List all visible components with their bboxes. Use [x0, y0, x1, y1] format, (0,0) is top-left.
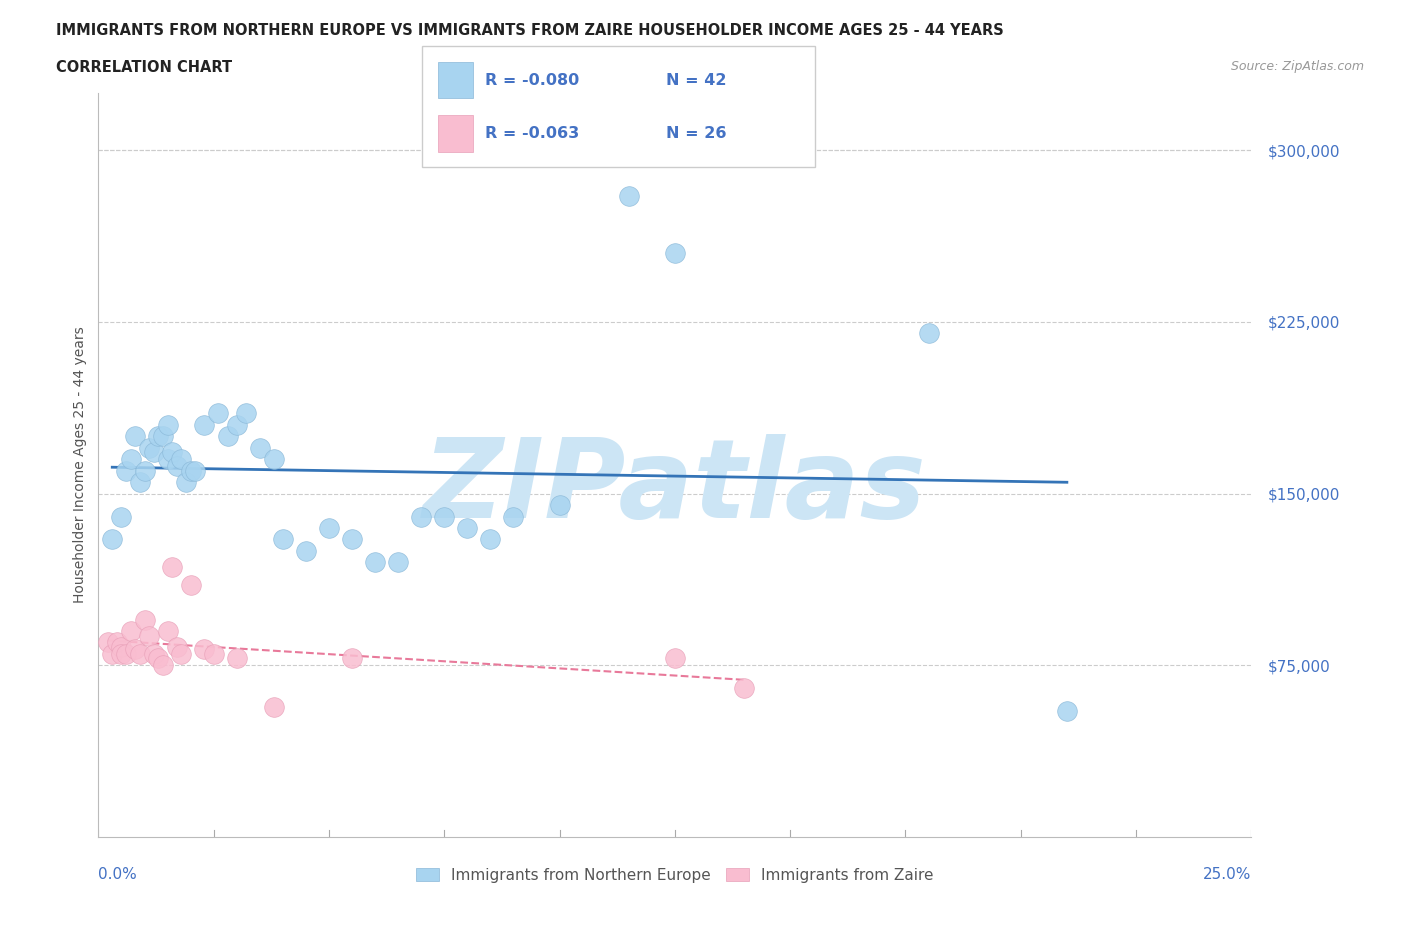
- Point: [110, 640, 132, 655]
- Legend: Immigrants from Northern Europe, Immigrants from Zaire: Immigrants from Northern Europe, Immigra…: [411, 861, 939, 889]
- Point: [479, 532, 502, 547]
- Point: [340, 651, 363, 666]
- Text: R = -0.080: R = -0.080: [485, 73, 579, 87]
- Point: [193, 642, 215, 657]
- Point: [148, 651, 170, 666]
- Point: [263, 699, 285, 714]
- Text: R = -0.063: R = -0.063: [485, 126, 579, 141]
- Point: [124, 642, 146, 657]
- Point: [664, 246, 686, 260]
- Point: [217, 429, 239, 444]
- Point: [101, 646, 124, 661]
- Point: [617, 189, 640, 204]
- Point: [1056, 704, 1078, 719]
- Point: [364, 555, 387, 570]
- Point: [152, 429, 174, 444]
- Point: [733, 681, 755, 696]
- Point: [115, 463, 138, 478]
- Point: [180, 578, 202, 592]
- Point: [156, 452, 179, 467]
- Text: 0.0%: 0.0%: [98, 867, 138, 882]
- Point: [120, 452, 142, 467]
- Point: [433, 509, 456, 524]
- Point: [156, 623, 179, 638]
- Text: CORRELATION CHART: CORRELATION CHART: [56, 60, 232, 75]
- Point: [115, 646, 138, 661]
- Point: [166, 640, 188, 655]
- Point: [142, 646, 165, 661]
- Point: [235, 406, 257, 421]
- Text: N = 42: N = 42: [666, 73, 727, 87]
- Point: [664, 651, 686, 666]
- Point: [387, 555, 409, 570]
- Point: [271, 532, 294, 547]
- Text: N = 26: N = 26: [666, 126, 727, 141]
- Point: [295, 543, 318, 558]
- Point: [156, 418, 179, 432]
- Point: [160, 560, 183, 575]
- FancyBboxPatch shape: [422, 46, 815, 167]
- Point: [170, 646, 193, 661]
- Point: [138, 441, 160, 456]
- Point: [110, 509, 132, 524]
- Point: [184, 463, 207, 478]
- FancyBboxPatch shape: [437, 62, 472, 99]
- FancyBboxPatch shape: [437, 115, 472, 152]
- Point: [105, 635, 128, 650]
- Point: [202, 646, 225, 661]
- Point: [318, 521, 340, 536]
- Point: [502, 509, 524, 524]
- Point: [263, 452, 285, 467]
- Point: [207, 406, 229, 421]
- Text: ZIPatlas: ZIPatlas: [423, 433, 927, 541]
- Point: [142, 445, 165, 459]
- Point: [148, 429, 170, 444]
- Point: [101, 532, 124, 547]
- Point: [193, 418, 215, 432]
- Point: [411, 509, 433, 524]
- Point: [124, 429, 146, 444]
- Point: [110, 646, 132, 661]
- Point: [97, 635, 120, 650]
- Point: [152, 658, 174, 672]
- Point: [249, 441, 271, 456]
- Point: [340, 532, 363, 547]
- Point: [548, 498, 571, 512]
- Point: [138, 628, 160, 643]
- Point: [225, 418, 247, 432]
- Y-axis label: Householder Income Ages 25 - 44 years: Householder Income Ages 25 - 44 years: [73, 326, 87, 604]
- Point: [225, 651, 247, 666]
- Point: [160, 445, 183, 459]
- Point: [917, 326, 939, 340]
- Point: [166, 458, 188, 473]
- Point: [129, 646, 152, 661]
- Point: [456, 521, 478, 536]
- Point: [170, 452, 193, 467]
- Point: [134, 463, 156, 478]
- Point: [129, 474, 152, 489]
- Point: [134, 612, 156, 627]
- Point: [174, 474, 197, 489]
- Point: [120, 623, 142, 638]
- Text: Source: ZipAtlas.com: Source: ZipAtlas.com: [1230, 60, 1364, 73]
- Text: IMMIGRANTS FROM NORTHERN EUROPE VS IMMIGRANTS FROM ZAIRE HOUSEHOLDER INCOME AGES: IMMIGRANTS FROM NORTHERN EUROPE VS IMMIG…: [56, 23, 1004, 38]
- Point: [180, 463, 202, 478]
- Text: 25.0%: 25.0%: [1204, 867, 1251, 882]
